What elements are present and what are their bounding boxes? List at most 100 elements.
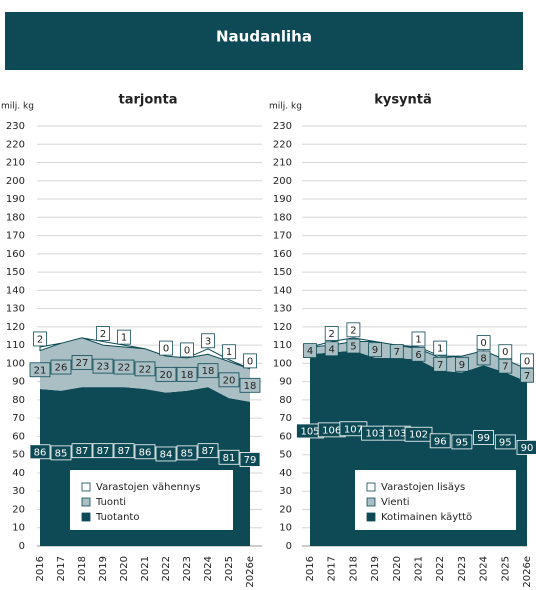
y-tick-label: 30: [279, 486, 292, 497]
value-label: 96: [434, 436, 447, 447]
value-label-box: [92, 358, 114, 374]
legend-label: Varastojen lisäys: [381, 482, 465, 493]
chart-title: tarjonta: [118, 93, 177, 108]
y-tick-label: 0: [286, 541, 292, 552]
value-label-box: [222, 344, 236, 360]
value-label: 1: [437, 344, 443, 355]
value-label: 5: [350, 342, 356, 353]
value-label: 1: [121, 333, 127, 344]
value-label-box: [33, 331, 47, 347]
area: [39, 337, 251, 370]
legend-swatch: [81, 482, 91, 492]
x-tick-label: 2019: [98, 556, 109, 581]
value-label: 99: [477, 433, 490, 444]
y-tick-label: 170: [6, 231, 25, 242]
legend-swatch: [366, 512, 376, 522]
y-tick-label: 120: [6, 322, 25, 333]
legend-label: Tuotanto: [95, 512, 139, 523]
legend-swatch: [81, 512, 91, 522]
value-label-box: [180, 342, 194, 358]
value-label: 87: [97, 446, 110, 457]
legend-label: Vienti: [381, 497, 410, 508]
value-label-box: [324, 341, 339, 357]
x-tick-label: 2024: [479, 556, 490, 581]
legend-swatch: [366, 482, 376, 492]
y-tick-label: 180: [273, 212, 292, 223]
x-tick-label: 2022: [435, 556, 446, 581]
y-axis-label: milj. kg: [269, 102, 302, 112]
value-label: 85: [181, 448, 194, 459]
value-label: 87: [118, 446, 131, 457]
value-label-box: [197, 363, 219, 379]
value-label: 107: [344, 424, 363, 435]
value-label-box: [239, 452, 261, 467]
y-tick-label: 80: [279, 395, 292, 406]
legend-box: [70, 470, 233, 530]
value-label-box: [92, 443, 114, 459]
value-label: 85: [55, 448, 68, 459]
y-tick-label: 140: [6, 285, 25, 296]
value-label: 8: [480, 353, 486, 364]
value-label: 0: [480, 338, 486, 349]
value-label: 26: [55, 363, 68, 374]
value-label-box: [433, 356, 448, 372]
y-tick-label: 100: [273, 358, 292, 369]
value-label-box: [303, 343, 317, 359]
value-label-box: [516, 439, 536, 455]
value-label-box: [324, 326, 339, 341]
value-label: 20: [160, 370, 173, 381]
value-label-box: [134, 444, 156, 460]
value-label: 3: [205, 336, 211, 347]
value-label: 103: [366, 429, 385, 440]
value-label: 0: [163, 344, 169, 355]
x-tick-label: 2018: [348, 556, 359, 581]
x-tick-label: 2016: [35, 556, 46, 581]
value-label: 18: [202, 366, 215, 377]
y-tick-label: 150: [273, 267, 292, 278]
value-label-box: [113, 443, 135, 459]
value-label: 20: [223, 375, 236, 386]
y-tick-label: 180: [6, 212, 25, 223]
y-tick-label: 230: [6, 121, 25, 132]
value-label-box: [494, 434, 516, 450]
value-label-box: [411, 331, 426, 347]
x-tick-label: 2017: [56, 556, 67, 581]
y-tick-label: 10: [279, 523, 292, 534]
x-tick-label: 2023: [457, 556, 468, 581]
y-tick-label: 190: [273, 194, 292, 205]
value-label-box: [71, 443, 93, 459]
y-tick-label: 160: [273, 249, 292, 260]
y-tick-label: 70: [279, 413, 292, 424]
x-tick-label: 2017: [327, 556, 338, 581]
value-label: 87: [76, 446, 89, 457]
value-label: 4: [307, 346, 313, 357]
value-label: 7: [437, 360, 443, 371]
value-label: 6: [415, 350, 421, 361]
y-tick-label: 90: [279, 377, 292, 388]
legend-swatch: [366, 497, 376, 507]
y-tick-label: 40: [12, 468, 25, 479]
y-tick-label: 0: [19, 541, 25, 552]
x-tick-label: 2019: [370, 556, 381, 581]
y-tick-label: 200: [273, 176, 292, 187]
value-label-box: [368, 342, 383, 358]
x-tick-label: 2022: [161, 556, 172, 581]
value-label-box: [134, 361, 156, 377]
value-label: 22: [139, 364, 152, 375]
page-title: Naudanliha: [216, 28, 312, 46]
value-label-box: [346, 322, 361, 338]
legend-label: Varastojen vähennys: [96, 482, 200, 493]
value-label: 1: [226, 347, 232, 358]
value-label-box: [159, 340, 173, 356]
value-label: 95: [499, 437, 512, 448]
value-label-box: [243, 353, 257, 369]
value-label: 9: [459, 360, 465, 371]
value-label-box: [29, 362, 51, 378]
value-label-box: [239, 377, 261, 393]
y-tick-label: 130: [6, 304, 25, 315]
value-label: 7: [524, 371, 530, 382]
value-label: 7: [394, 347, 400, 358]
chart-title: kysyntä: [374, 93, 432, 108]
value-label: 0: [184, 345, 190, 356]
value-label: 86: [34, 447, 47, 458]
